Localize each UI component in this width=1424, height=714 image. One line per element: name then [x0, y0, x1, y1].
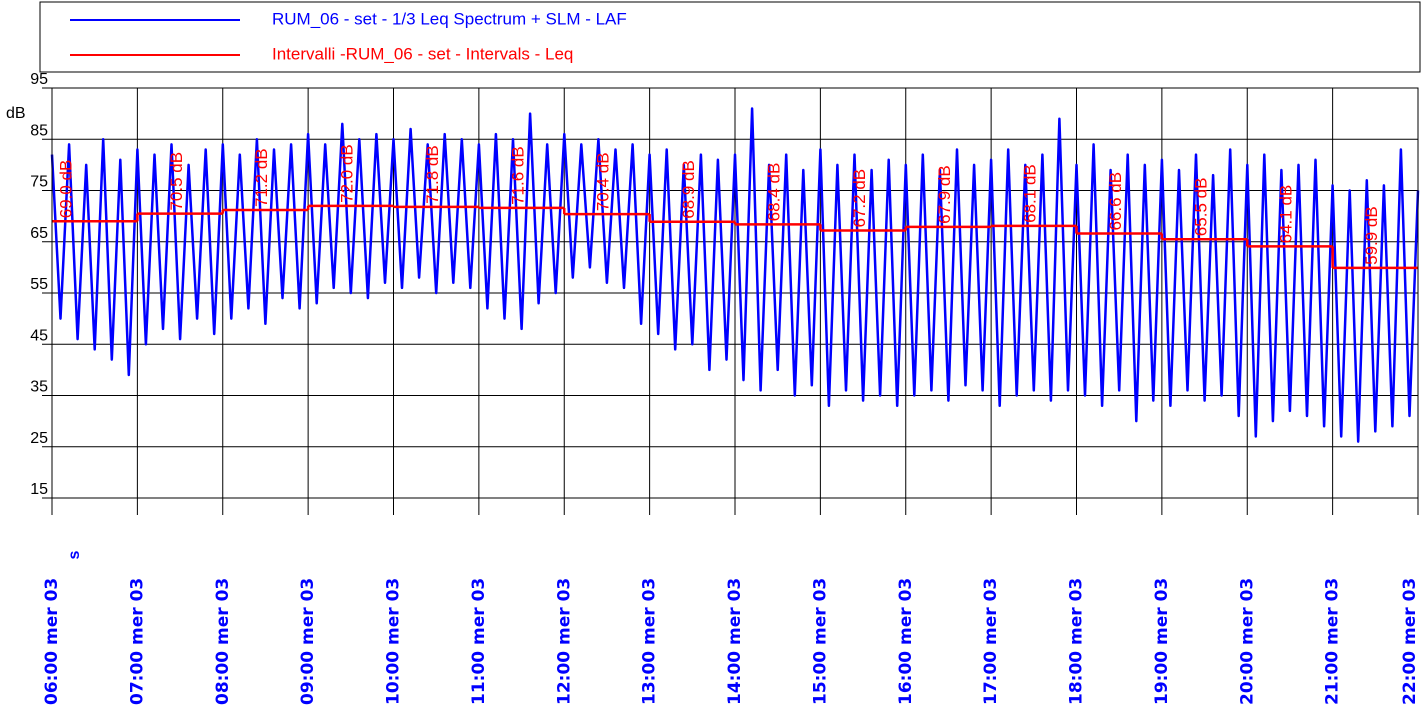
y-tick-label: 85 [30, 122, 48, 139]
data-label: 68.4 dB [764, 163, 783, 222]
data-label: 71.2 dB [252, 148, 271, 207]
y-tick-label: 25 [30, 430, 48, 447]
data-label: 70.5 dB [167, 152, 186, 211]
x-tick-label: 17:00 mer 03 [981, 578, 1001, 705]
data-label: 71.6 dB [508, 146, 527, 205]
data-label: 66.6 dB [1106, 172, 1125, 231]
x-axis-label: s [66, 550, 83, 559]
x-tick-label: 15:00 mer 03 [810, 578, 830, 705]
x-tick-label: 18:00 mer 03 [1067, 578, 1087, 705]
x-tick-label: 19:00 mer 03 [1152, 578, 1172, 705]
data-label: 71.8 dB [423, 145, 442, 204]
data-label: 67.9 dB [935, 165, 954, 224]
data-label: 69.0 dB [56, 160, 75, 219]
x-tick-label: 08:00 mer 03 [213, 578, 233, 705]
data-label: 59.9 dB [1362, 206, 1381, 265]
x-tick-label: 06:00 mer 03 [42, 578, 62, 705]
x-tick-label: 11:00 mer 03 [469, 578, 489, 705]
series-line [50, 107, 1420, 443]
x-tick-label: 12:00 mer 03 [554, 578, 574, 705]
data-label: 67.2 dB [850, 169, 869, 228]
y-axis-label: dB [6, 105, 26, 122]
legend-label: Intervalli -RUM_06 - set - Intervals - L… [272, 44, 573, 63]
data-label: 65.5 dB [1191, 178, 1210, 237]
data-label: 68.1 dB [1021, 164, 1040, 223]
data-label: 64.1 dB [1277, 185, 1296, 244]
x-tick-label: 20:00 mer 03 [1237, 578, 1257, 705]
data-label: 72.0 dB [338, 144, 357, 203]
data-label: 70.4 dB [594, 152, 613, 211]
legend-label: RUM_06 - set - 1/3 Leq Spectrum + SLM - … [272, 9, 627, 28]
y-tick-label: 55 [30, 276, 48, 293]
y-tick-label: 95 [30, 71, 48, 88]
x-tick-label: 22:00 mer 03 [1400, 578, 1420, 705]
x-tick-label: 09:00 mer 03 [298, 578, 318, 705]
x-tick-label: 07:00 mer 03 [127, 578, 147, 705]
plot-border [51, 87, 1419, 499]
x-tick-label: 14:00 mer 03 [725, 578, 745, 705]
y-tick-label: 15 [30, 481, 48, 498]
y-tick-label: 35 [30, 379, 48, 396]
data-label: 68.9 dB [679, 160, 698, 219]
x-tick-label: 10:00 mer 03 [384, 578, 404, 705]
y-tick-label: 75 [30, 174, 48, 191]
x-tick-label: 13:00 mer 03 [640, 578, 660, 705]
x-tick-label: 21:00 mer 03 [1323, 578, 1343, 705]
y-tick-label: 65 [30, 225, 48, 242]
legend-box [39, 1, 1421, 73]
y-tick-label: 45 [30, 327, 48, 344]
x-tick-label: 16:00 mer 03 [896, 578, 916, 705]
